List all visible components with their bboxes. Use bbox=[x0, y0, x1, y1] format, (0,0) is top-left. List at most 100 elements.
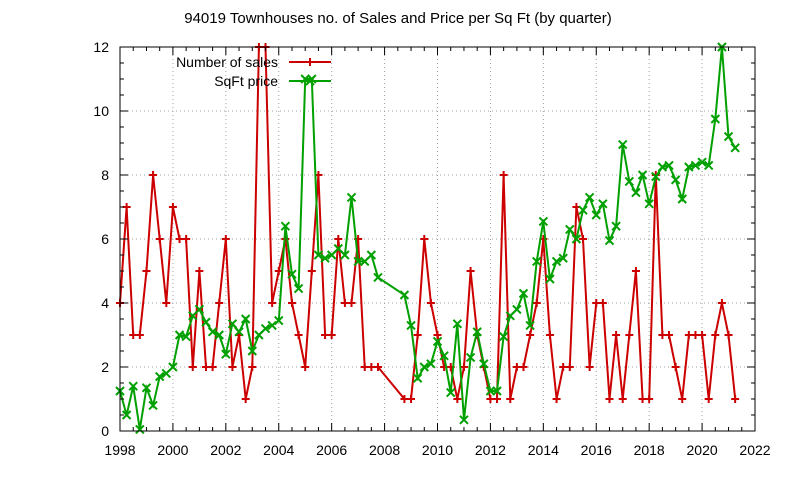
data-point bbox=[221, 349, 231, 359]
x-tick-label: 2012 bbox=[475, 442, 506, 458]
data-point bbox=[637, 170, 648, 180]
data-point bbox=[604, 235, 615, 246]
series-layer bbox=[115, 42, 740, 435]
data-point bbox=[585, 363, 594, 371]
legend: Number of sales SqFt price bbox=[176, 54, 331, 89]
data-point bbox=[598, 299, 607, 307]
data-point bbox=[241, 395, 250, 403]
y-tick-label: 6 bbox=[101, 231, 109, 247]
x-tick-label: 2018 bbox=[634, 442, 665, 458]
data-point bbox=[406, 320, 416, 331]
data-point bbox=[611, 221, 621, 231]
data-point bbox=[267, 320, 277, 331]
x-tick-label: 2010 bbox=[422, 442, 453, 458]
data-point bbox=[208, 363, 217, 371]
data-point bbox=[168, 362, 178, 372]
data-point bbox=[260, 323, 271, 334]
x-tick-label: 2016 bbox=[581, 442, 612, 458]
data-point bbox=[426, 359, 436, 369]
data-point bbox=[453, 395, 462, 403]
data-point bbox=[334, 235, 343, 243]
data-point bbox=[492, 386, 502, 396]
data-point bbox=[538, 216, 549, 227]
data-point bbox=[135, 331, 144, 339]
data-point bbox=[711, 331, 720, 339]
data-point bbox=[731, 395, 740, 403]
data-point bbox=[287, 269, 297, 279]
data-point bbox=[373, 272, 383, 283]
data-point bbox=[162, 299, 171, 307]
data-point bbox=[307, 267, 316, 275]
data-point bbox=[407, 395, 416, 403]
data-point bbox=[472, 327, 482, 337]
data-point bbox=[413, 331, 422, 339]
data-point bbox=[697, 157, 707, 167]
data-point bbox=[433, 331, 442, 339]
data-point bbox=[644, 199, 654, 209]
data-point bbox=[439, 351, 449, 361]
legend-marker bbox=[306, 58, 314, 66]
data-point bbox=[240, 314, 251, 324]
data-point bbox=[188, 363, 197, 371]
data-point bbox=[698, 331, 707, 339]
data-point bbox=[227, 319, 238, 329]
y-tick-label: 10 bbox=[93, 103, 109, 119]
data-point bbox=[294, 331, 303, 339]
data-point bbox=[142, 267, 151, 275]
data-point bbox=[518, 288, 529, 299]
y-tick-label: 4 bbox=[101, 295, 109, 311]
data-point bbox=[268, 299, 277, 307]
data-point bbox=[591, 210, 601, 220]
data-point bbox=[512, 304, 522, 315]
series-sqft-price bbox=[115, 42, 740, 435]
data-point bbox=[665, 331, 674, 339]
y-tick-label: 12 bbox=[93, 39, 109, 55]
data-point bbox=[340, 250, 350, 260]
data-point bbox=[703, 160, 714, 171]
data-point bbox=[346, 192, 357, 203]
data-point bbox=[684, 162, 694, 172]
data-point bbox=[426, 299, 435, 307]
data-point bbox=[565, 363, 574, 371]
data-point bbox=[182, 235, 191, 243]
data-point bbox=[479, 359, 489, 369]
data-point bbox=[625, 331, 634, 339]
data-point bbox=[301, 363, 310, 371]
x-tick-label: 2004 bbox=[263, 442, 294, 458]
series-line bbox=[119, 46, 737, 400]
data-point bbox=[201, 317, 211, 327]
data-point bbox=[584, 192, 595, 203]
data-point bbox=[545, 331, 554, 339]
data-point bbox=[565, 224, 575, 235]
chart-title: 94019 Townhouses no. of Sales and Price … bbox=[184, 10, 611, 27]
data-point bbox=[578, 205, 588, 215]
data-point bbox=[612, 331, 621, 339]
data-point bbox=[558, 253, 568, 263]
data-point bbox=[724, 331, 733, 339]
data-point bbox=[419, 362, 429, 372]
data-point bbox=[631, 267, 640, 275]
x-tick-label: 2022 bbox=[739, 442, 770, 458]
legend-label: Number of sales bbox=[176, 54, 278, 70]
data-point bbox=[670, 175, 681, 185]
x-tick-label: 1998 bbox=[104, 442, 135, 458]
data-point bbox=[664, 160, 674, 171]
x-tick-label: 2014 bbox=[528, 442, 559, 458]
data-point bbox=[432, 336, 443, 347]
data-point bbox=[730, 143, 740, 153]
grid bbox=[120, 47, 755, 431]
data-point bbox=[723, 131, 734, 142]
data-point bbox=[154, 371, 165, 382]
data-point bbox=[526, 331, 535, 339]
y-tick-label: 0 bbox=[101, 423, 109, 439]
data-point bbox=[671, 363, 680, 371]
data-point bbox=[551, 256, 562, 267]
data-point bbox=[274, 315, 284, 326]
data-point bbox=[121, 410, 132, 420]
data-point bbox=[618, 139, 628, 150]
legend-label: SqFt price bbox=[214, 73, 278, 89]
data-point bbox=[287, 299, 296, 307]
axis-ticks: 1998 2000 2002 2004 2006 2008 2010 2012 2014 2016… bbox=[93, 39, 770, 458]
data-point bbox=[452, 319, 463, 329]
